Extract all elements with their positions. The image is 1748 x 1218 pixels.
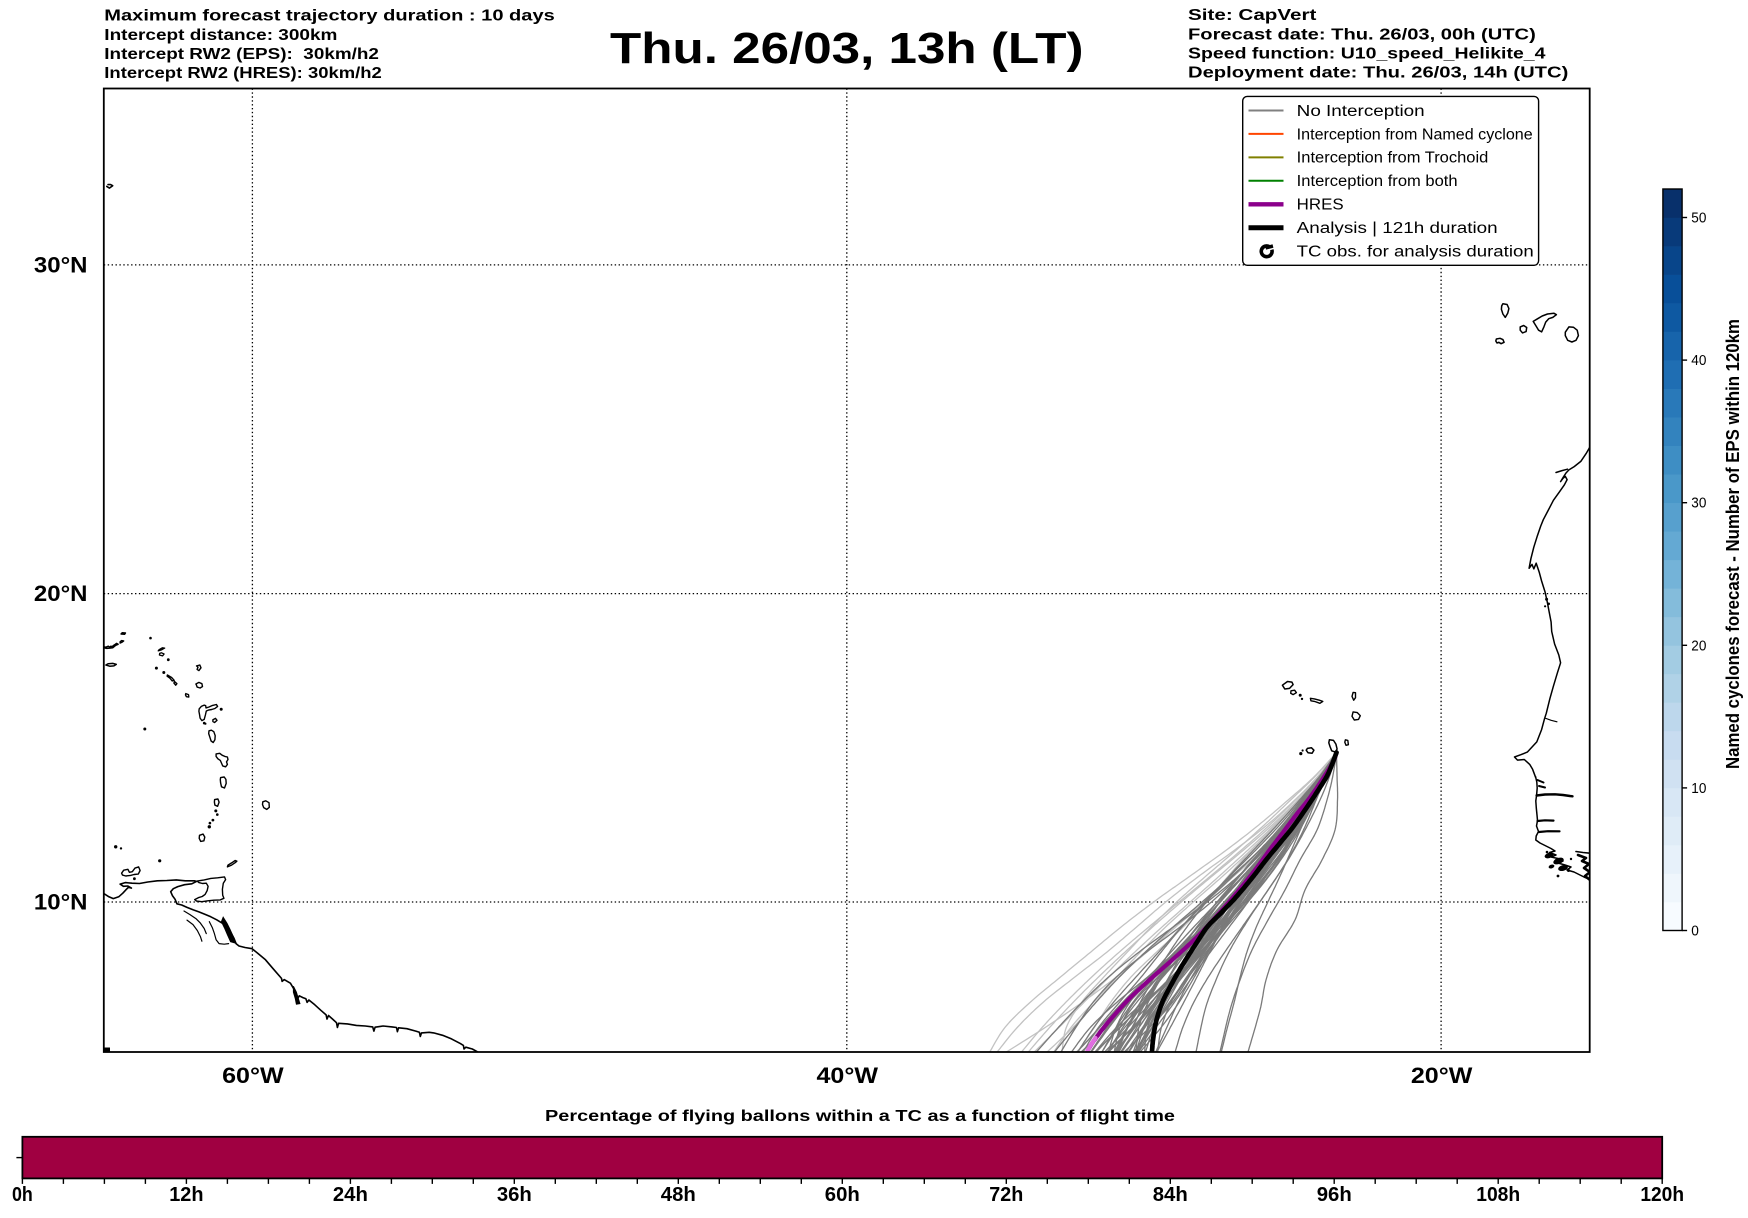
svg-text:Interception from both: Interception from both [1297,173,1458,190]
svg-text:30°N: 30°N [34,252,88,277]
svg-text:Named cyclones forecast - Numb: Named cyclones forecast - Number of EPS … [1723,319,1743,769]
svg-text:Interception from Named cyclon: Interception from Named cyclone [1297,126,1533,143]
svg-text:Intercept RW2 (EPS): 30km/h2: Intercept RW2 (EPS): 30km/h2 [104,46,379,63]
svg-text:Speed function: U10_speed_Heli: Speed function: U10_speed_Helikite_4 [1188,45,1546,62]
svg-text:Percentage of flying ballons w: Percentage of flying ballons within a TC… [545,1108,1175,1125]
svg-text:HRES: HRES [1297,197,1344,214]
svg-text:50: 50 [1691,211,1706,227]
svg-text:0h: 0h [12,1184,33,1206]
svg-text:10: 10 [1691,781,1706,797]
svg-text:TC obs. for analysis duration: TC obs. for analysis duration [1297,244,1534,261]
svg-text:40: 40 [1691,353,1706,369]
svg-text:48h: 48h [661,1184,696,1206]
svg-text:20°W: 20°W [1411,1063,1473,1088]
svg-text:Site: CapVert: Site: CapVert [1188,7,1317,24]
svg-text:36h: 36h [497,1184,532,1206]
svg-text:96h: 96h [1317,1184,1352,1206]
svg-text:No Interception: No Interception [1297,103,1425,120]
svg-text:Maximum forecast trajectory du: Maximum forecast trajectory duration : 1… [104,8,555,25]
svg-text:Intercept distance: 300km: Intercept distance: 300km [104,27,337,44]
svg-text:12h: 12h [169,1184,203,1206]
svg-text:60°W: 60°W [222,1063,284,1088]
svg-text:108h: 108h [1476,1184,1520,1206]
svg-text:120h: 120h [1640,1184,1684,1206]
svg-text:0: 0 [1691,924,1699,940]
svg-text:72h: 72h [989,1184,1023,1206]
svg-text:24h: 24h [333,1184,368,1206]
svg-text:Thu. 26/03, 13h (LT): Thu. 26/03, 13h (LT) [610,24,1084,73]
svg-text:30: 30 [1691,496,1706,512]
svg-text:Deployment date: Thu. 26/03, 1: Deployment date: Thu. 26/03, 14h (UTC) [1188,64,1568,81]
svg-text:84h: 84h [1153,1184,1188,1206]
svg-text:20°N: 20°N [34,581,88,606]
svg-text:60h: 60h [825,1184,860,1206]
svg-text:Forecast date: Thu. 26/03, 00h: Forecast date: Thu. 26/03, 00h (UTC) [1188,26,1536,43]
svg-text:Intercept RW2 (HRES): 30km/h2: Intercept RW2 (HRES): 30km/h2 [104,65,382,82]
svg-text:10°N: 10°N [34,889,88,914]
svg-text:Interception from Trochoid: Interception from Trochoid [1297,150,1489,167]
svg-text:Analysis | 121h duration: Analysis | 121h duration [1297,220,1498,237]
svg-text:40°W: 40°W [817,1063,879,1088]
svg-text:20: 20 [1691,638,1706,654]
